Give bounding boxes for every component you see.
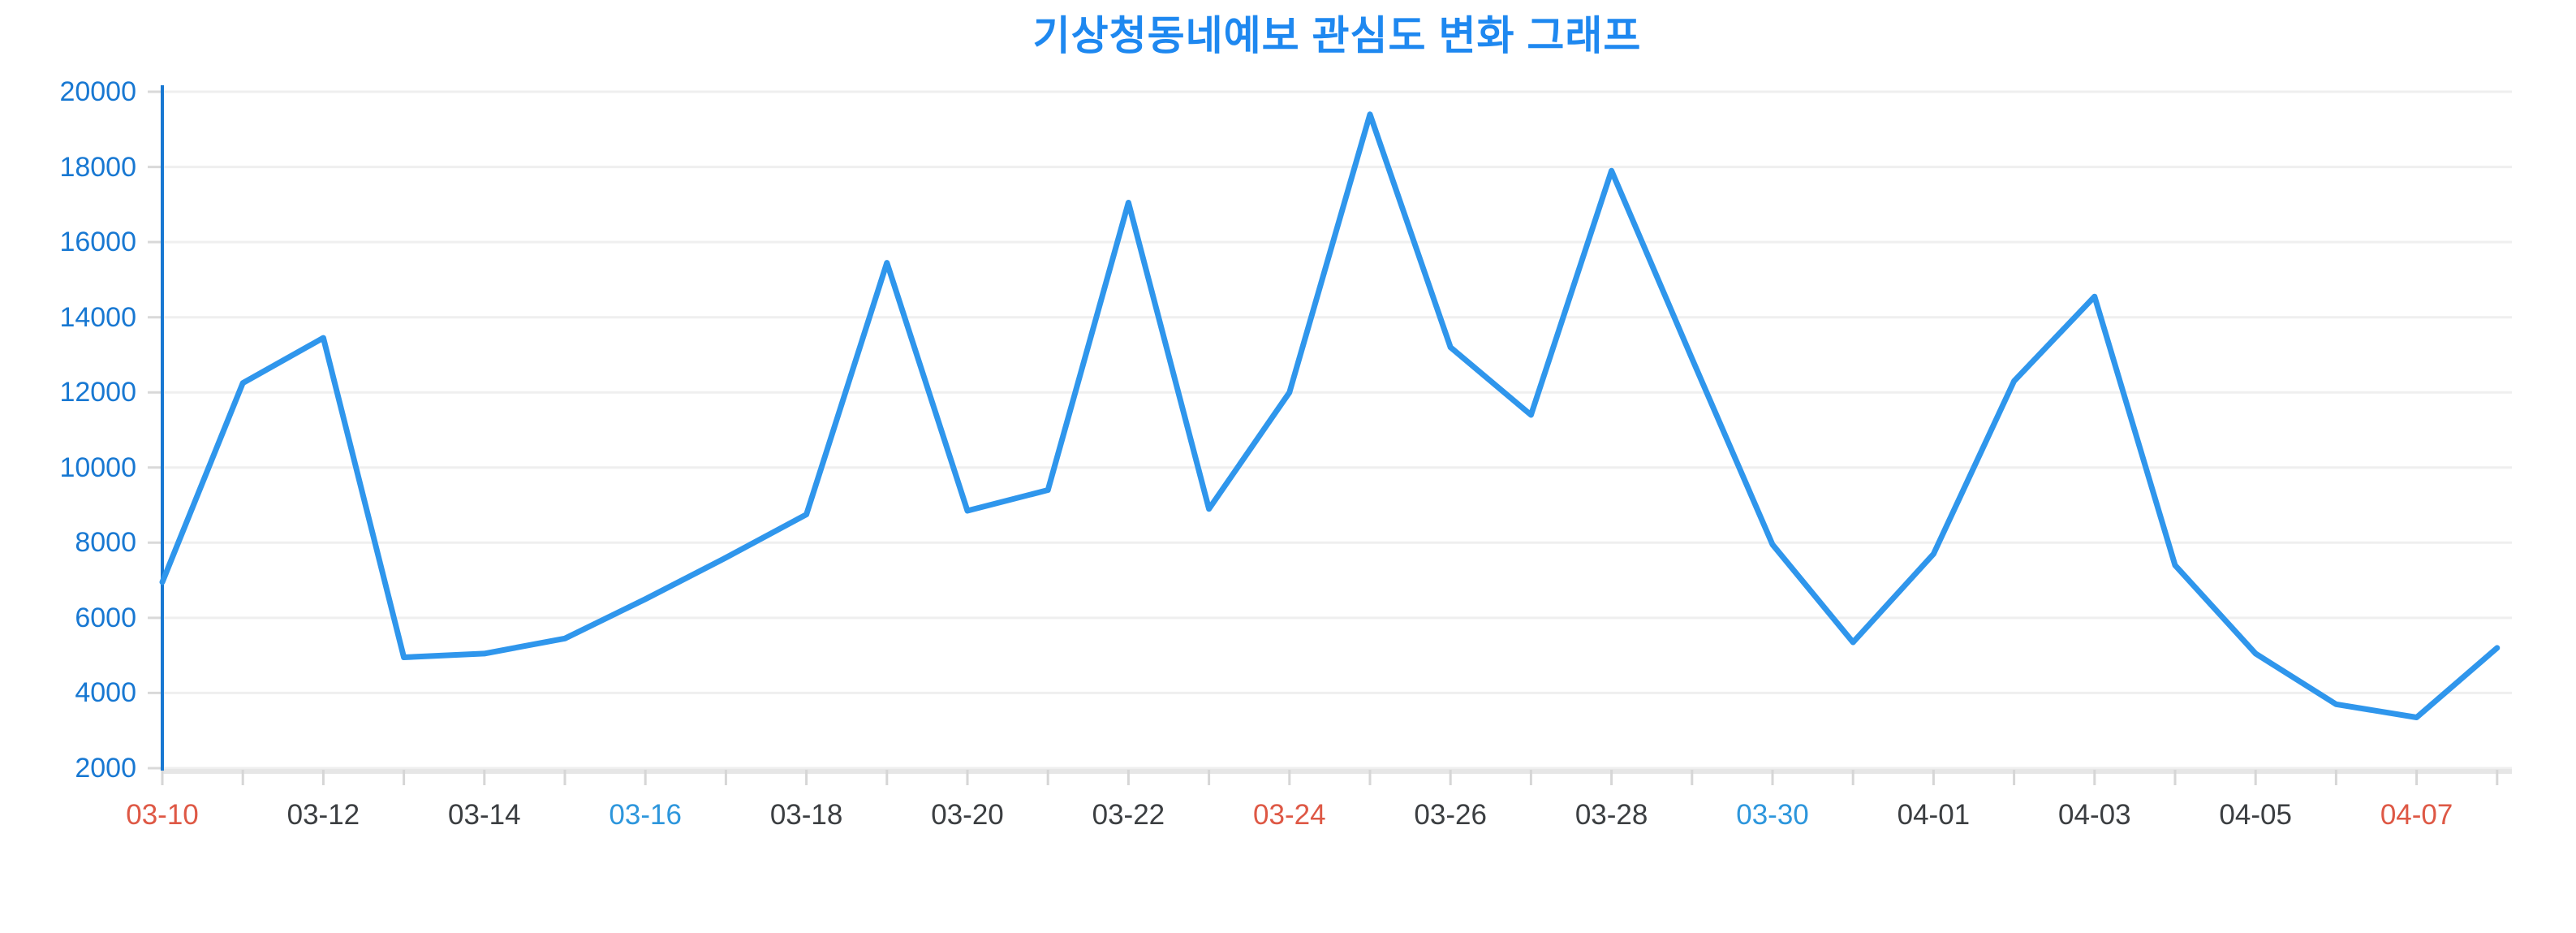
chart-title: 기상청동네예보 관심도 변화 그래프	[1032, 13, 1642, 58]
x-axis-label-03-22: 03-22	[1092, 799, 1165, 831]
x-axis-label-03-20: 03-20	[931, 799, 1004, 831]
y-axis-label: 16000	[59, 227, 136, 258]
y-axis-label: 4000	[75, 677, 136, 709]
x-axis-label-03-30: 03-30	[1736, 799, 1809, 831]
y-axis-label: 14000	[59, 301, 136, 333]
x-axis-label-03-26: 03-26	[1414, 799, 1487, 831]
x-axis-label-03-18: 03-18	[769, 799, 843, 831]
x-axis-label-03-12: 03-12	[286, 799, 360, 831]
x-axis-label-03-16: 03-16	[609, 799, 682, 831]
y-axis-label: 6000	[75, 602, 136, 633]
y-axis-label: 12000	[59, 377, 136, 408]
x-axis-label-04-05: 04-05	[2219, 799, 2292, 831]
y-axis-label: 10000	[59, 451, 136, 483]
x-axis-label-04-03: 04-03	[2058, 799, 2131, 831]
x-axis-label-03-14: 03-14	[448, 799, 521, 831]
y-axis-label: 8000	[75, 527, 136, 559]
x-axis-label-03-10: 03-10	[126, 799, 199, 831]
y-axis-label: 2000	[75, 753, 136, 784]
y-axis-label: 18000	[59, 151, 136, 183]
x-axis-label-03-24: 03-24	[1253, 799, 1326, 831]
x-axis-label-04-01: 04-01	[1897, 799, 1971, 831]
x-axis-label-04-07: 04-07	[2380, 799, 2453, 831]
y-axis-label: 20000	[59, 76, 136, 107]
trend-line	[159, 111, 2501, 720]
x-axis-label-03-28: 03-28	[1574, 799, 1648, 831]
